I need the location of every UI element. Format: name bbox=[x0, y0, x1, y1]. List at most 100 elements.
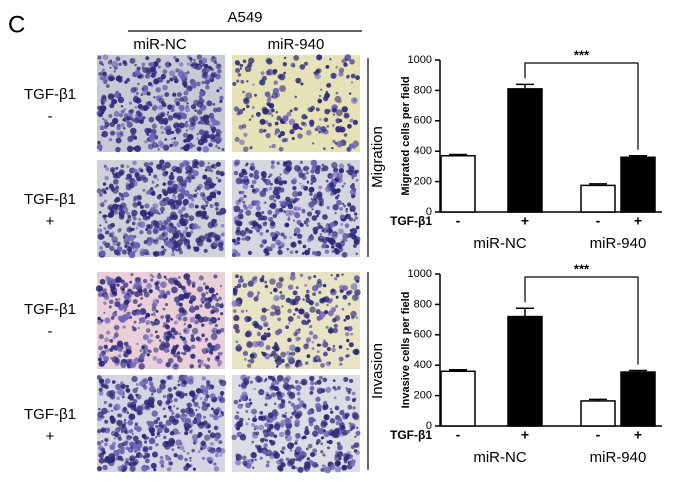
cell bbox=[98, 407, 101, 411]
cell bbox=[122, 325, 126, 329]
cell bbox=[344, 331, 350, 337]
cell bbox=[163, 342, 170, 349]
cell bbox=[199, 397, 203, 400]
cell bbox=[209, 432, 216, 439]
cell bbox=[188, 215, 195, 222]
cell bbox=[167, 357, 174, 364]
bar bbox=[620, 156, 656, 213]
cell bbox=[286, 247, 290, 251]
section-label: Invasion bbox=[369, 343, 386, 399]
cell bbox=[349, 184, 355, 190]
cell bbox=[137, 288, 143, 294]
cell bbox=[264, 422, 269, 427]
cell bbox=[326, 206, 330, 210]
cell bbox=[104, 337, 109, 343]
cell bbox=[257, 331, 260, 334]
x-tick-label: + bbox=[634, 213, 642, 229]
cell bbox=[202, 193, 205, 197]
cell bbox=[160, 315, 164, 319]
cell bbox=[350, 332, 354, 336]
cell bbox=[181, 214, 184, 217]
cell bbox=[288, 118, 296, 126]
cell bbox=[145, 252, 149, 256]
cell bbox=[100, 319, 104, 323]
cell bbox=[103, 293, 107, 297]
cell bbox=[190, 304, 194, 308]
cell bbox=[326, 346, 331, 352]
cell bbox=[186, 102, 189, 105]
cell bbox=[273, 294, 280, 302]
cell bbox=[148, 446, 153, 451]
cell bbox=[143, 379, 147, 383]
cell bbox=[283, 210, 286, 213]
cell bbox=[307, 167, 310, 170]
cell bbox=[344, 223, 350, 229]
cell bbox=[167, 405, 172, 410]
cell bbox=[154, 318, 158, 321]
cell bbox=[116, 125, 121, 131]
cell bbox=[217, 328, 220, 332]
cell bbox=[162, 84, 168, 91]
cell bbox=[312, 142, 315, 145]
cell bbox=[284, 121, 287, 125]
cell bbox=[245, 209, 252, 216]
cell bbox=[158, 339, 162, 342]
cell bbox=[334, 277, 338, 281]
cell bbox=[129, 109, 134, 114]
cell bbox=[146, 215, 151, 220]
cell bbox=[258, 424, 265, 431]
cell bbox=[149, 206, 157, 214]
cell bbox=[263, 332, 267, 335]
cell bbox=[115, 330, 118, 333]
cell bbox=[212, 296, 218, 301]
cell bbox=[246, 80, 249, 83]
cell bbox=[175, 413, 181, 419]
cell bbox=[296, 233, 303, 239]
cell bbox=[187, 173, 194, 181]
cell bbox=[195, 211, 201, 218]
cell bbox=[294, 380, 299, 384]
cell bbox=[153, 250, 160, 257]
x-tick-label: - bbox=[456, 427, 461, 443]
cell bbox=[147, 376, 153, 382]
cell bbox=[287, 355, 294, 362]
cell bbox=[149, 161, 154, 166]
cell bbox=[134, 70, 141, 77]
cell bbox=[306, 338, 311, 343]
cell bbox=[280, 358, 285, 363]
cell bbox=[320, 436, 324, 440]
cell bbox=[349, 205, 356, 212]
y-tick-label: 1000 bbox=[408, 268, 432, 280]
column-label: miR-NC bbox=[133, 36, 186, 53]
cell bbox=[172, 194, 177, 200]
cell bbox=[193, 401, 199, 407]
cell bbox=[270, 291, 273, 295]
cell bbox=[314, 72, 321, 80]
cell bbox=[329, 288, 337, 296]
cell bbox=[298, 454, 305, 460]
cell bbox=[328, 228, 333, 234]
cell bbox=[156, 427, 163, 434]
cell bbox=[178, 62, 184, 67]
cell bbox=[249, 166, 253, 170]
cell bbox=[203, 63, 209, 69]
cell bbox=[252, 417, 258, 423]
cell bbox=[158, 97, 165, 104]
cell bbox=[165, 335, 171, 341]
cell bbox=[205, 85, 210, 90]
cell bbox=[109, 183, 114, 188]
cell bbox=[283, 56, 287, 59]
cell bbox=[352, 294, 359, 301]
cell bbox=[189, 364, 195, 369]
cell bbox=[102, 68, 105, 71]
cell bbox=[332, 107, 337, 113]
cell bbox=[280, 399, 286, 404]
cell bbox=[126, 311, 131, 316]
cell bbox=[293, 106, 298, 112]
cell bbox=[298, 172, 304, 179]
cell bbox=[297, 240, 302, 245]
cell bbox=[278, 180, 284, 186]
cell bbox=[321, 317, 324, 320]
cell bbox=[160, 113, 165, 118]
